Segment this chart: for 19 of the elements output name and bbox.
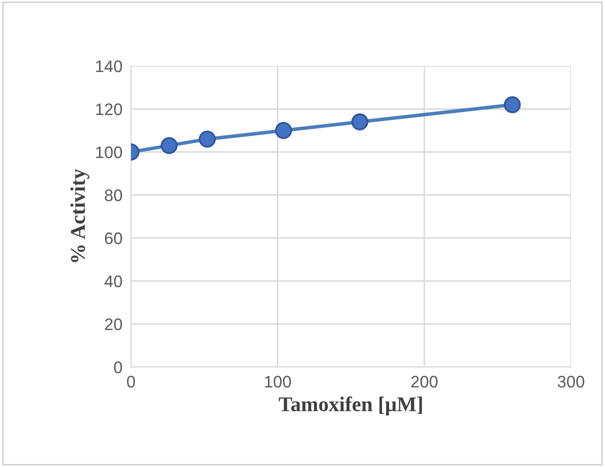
- point: [275, 122, 292, 139]
- y-tick-label: 40: [104, 275, 122, 288]
- y-tick-label: 80: [104, 189, 122, 202]
- x-axis-title: Tamoxifen [µM]: [278, 396, 422, 416]
- y-tick-label: 20: [104, 318, 122, 330]
- point: [351, 113, 368, 130]
- y-tick-label: 140: [96, 60, 122, 72]
- point: [198, 130, 216, 148]
- x-tick-label: 300: [558, 376, 584, 388]
- x-tick-label: 0: [127, 376, 135, 388]
- y-tick-label: 0: [114, 361, 122, 374]
- point: [504, 96, 521, 114]
- y-axis-title: % Activity: [70, 168, 90, 262]
- y-tick-label: 60: [104, 232, 122, 244]
- y-tick-label: 120: [96, 103, 122, 116]
- x-tick-label: 100: [265, 376, 291, 388]
- point: [160, 137, 178, 154]
- x-tick-label: 200: [411, 376, 438, 388]
- y-tick-label: 100: [96, 146, 122, 158]
